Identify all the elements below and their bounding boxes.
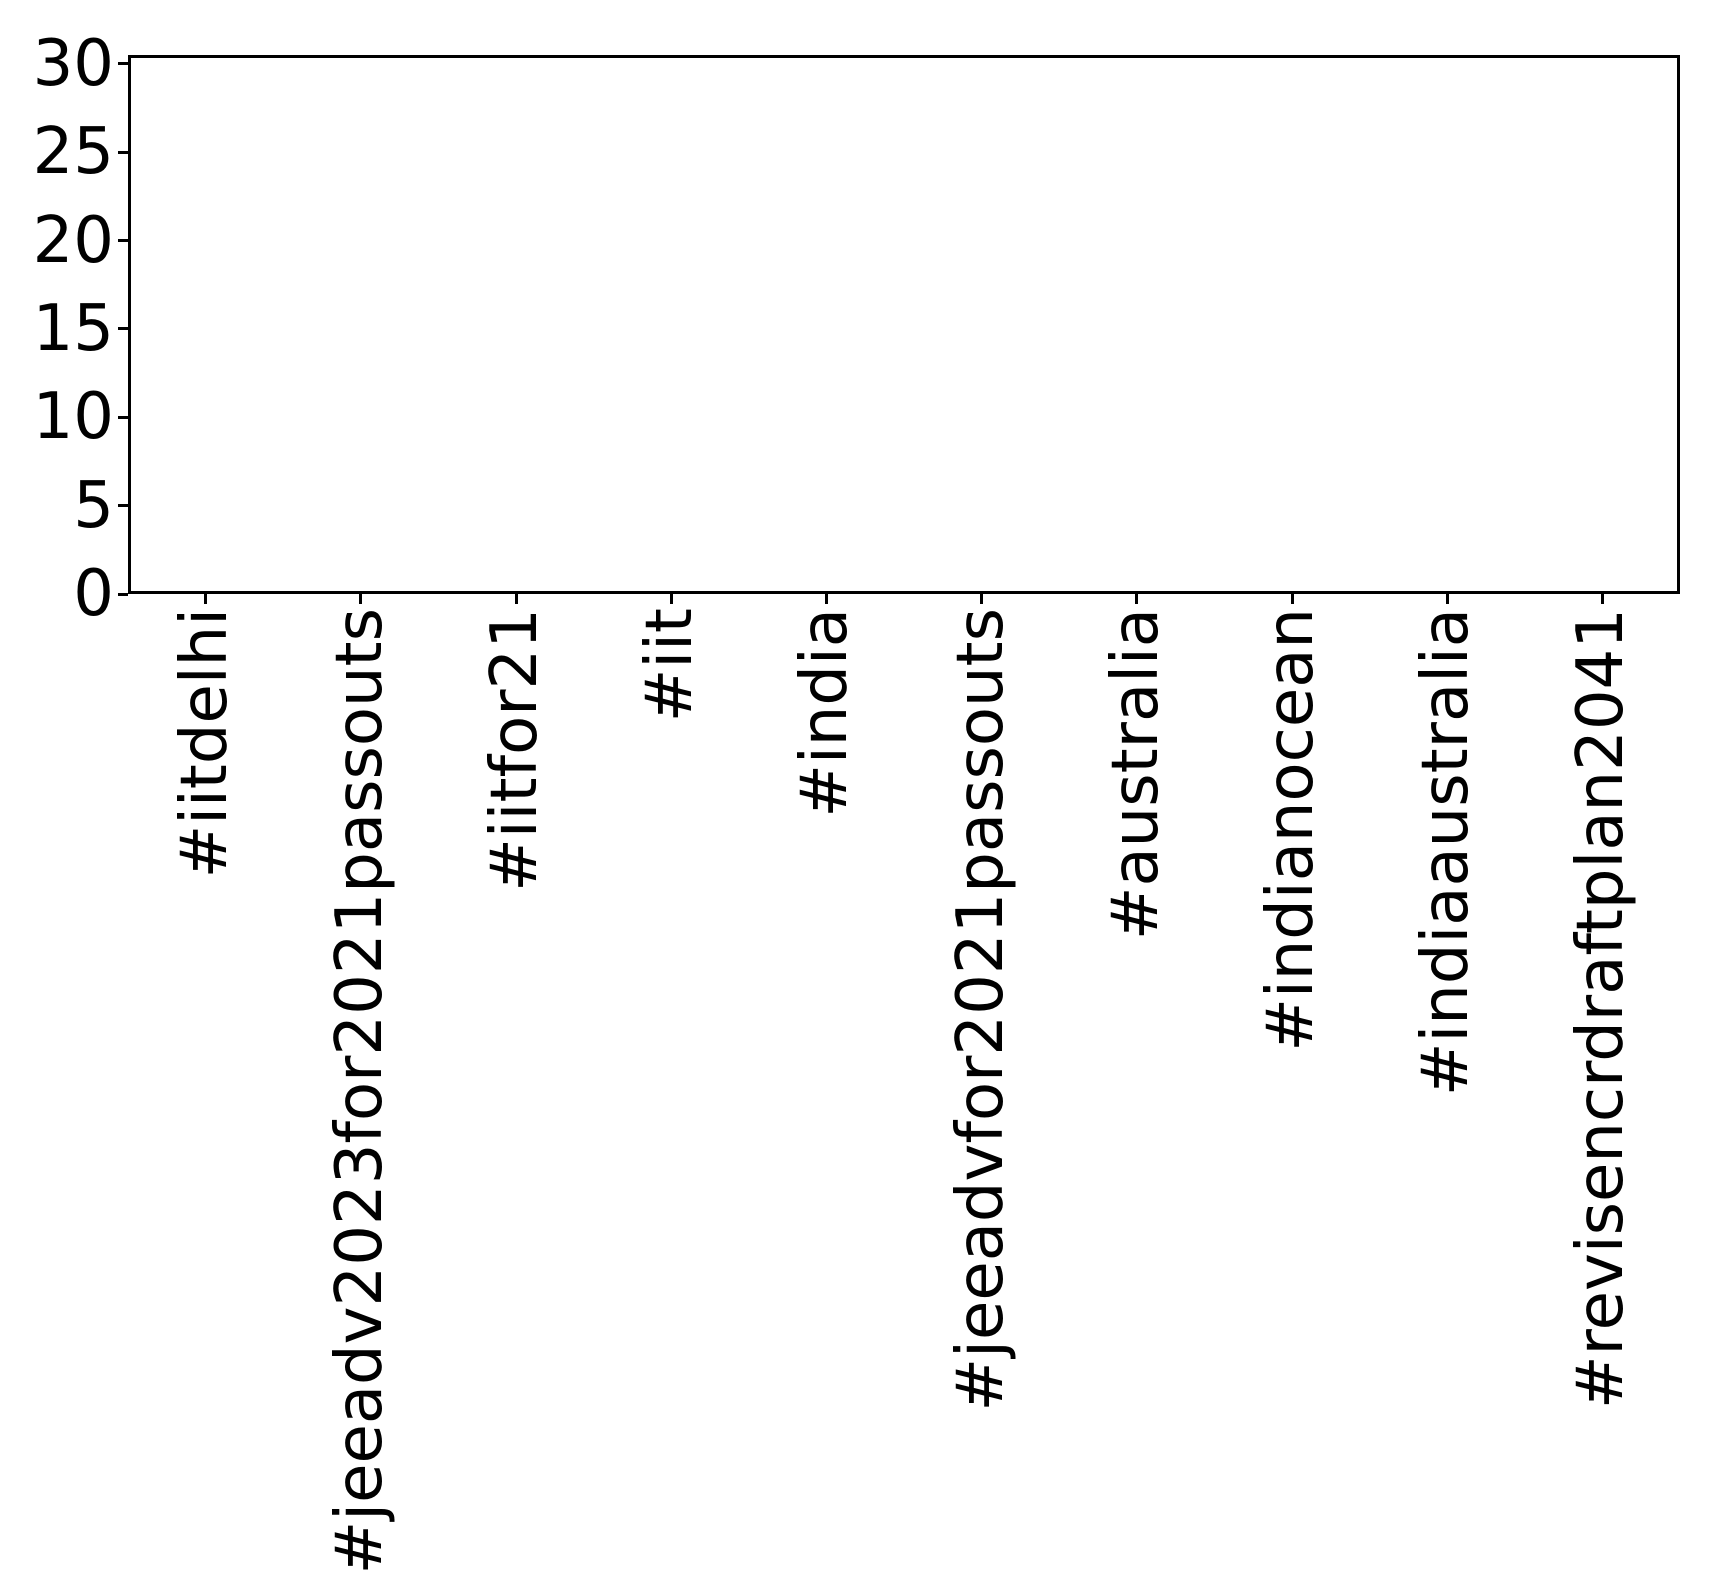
y-tick-label: 15: [32, 291, 114, 366]
x-tick: [204, 594, 208, 604]
x-tick: [1600, 594, 1604, 604]
x-tick-label: #indianocean: [1254, 608, 1329, 1052]
x-tick: [514, 594, 518, 604]
bar: [1408, 417, 1486, 594]
bar: [477, 346, 555, 594]
bar: [942, 399, 1021, 594]
bar: [1098, 417, 1176, 594]
y-tick-label: 0: [73, 557, 114, 631]
x-tick: [1135, 594, 1139, 604]
y-tick: [118, 62, 128, 66]
bar: [632, 381, 710, 594]
bar: [322, 293, 400, 594]
bar: [787, 381, 866, 594]
x-tick: [669, 594, 673, 604]
y-tick-label: 30: [32, 26, 114, 101]
x-tick: [1290, 594, 1294, 604]
y-tick: [118, 415, 128, 419]
y-tick-label: 20: [32, 203, 114, 278]
x-tick-label: #iitdelhi: [167, 608, 242, 879]
x-tick: [980, 594, 984, 604]
bar: [166, 81, 245, 594]
y-tick-label: 10: [32, 380, 114, 455]
y-tick: [118, 592, 128, 596]
bar: [1563, 417, 1642, 594]
x-tick-label: #india: [788, 608, 863, 818]
y-tick: [118, 150, 128, 154]
x-tick-label: #jeeadvfor2021passouts: [943, 608, 1018, 1412]
bar: [1253, 417, 1331, 594]
x-tick-label: #indiaaustralia: [1409, 608, 1484, 1097]
x-tick-label: #australia: [1099, 608, 1173, 941]
y-tick: [118, 327, 128, 331]
x-tick-label: #iit: [633, 608, 708, 723]
x-tick: [824, 594, 828, 604]
y-tick-label: 25: [32, 115, 114, 190]
x-tick: [1445, 594, 1449, 604]
y-tick: [118, 504, 128, 508]
x-tick-label: #jeeadv2023for2021passouts: [323, 608, 397, 1575]
y-tick: [118, 239, 128, 243]
x-tick-label: #iitfor21: [478, 608, 553, 892]
x-tick: [359, 594, 363, 604]
y-tick-label: 5: [73, 468, 114, 543]
x-tick-label: #revisencrdraftplan2041: [1564, 608, 1639, 1409]
